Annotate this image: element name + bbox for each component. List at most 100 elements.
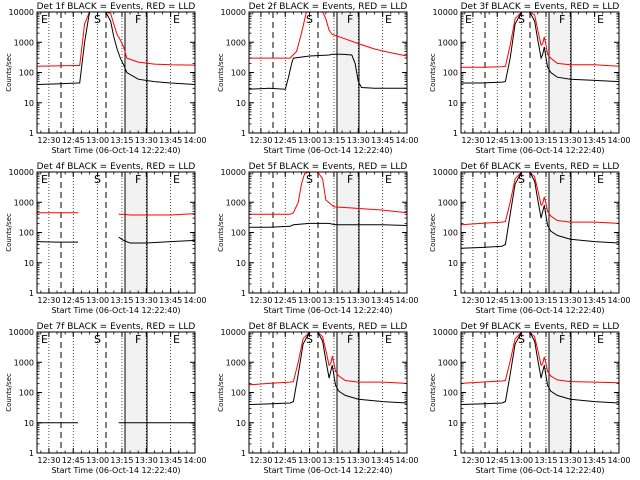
- x-tick-label: 13:15: [110, 456, 133, 465]
- y-tick-label: 100: [443, 69, 458, 78]
- x-tick-label: 13:45: [371, 456, 394, 465]
- x-tick-label: 12:30: [37, 136, 60, 145]
- marker-label: E: [173, 173, 180, 186]
- y-tick-label: 10: [236, 99, 246, 108]
- x-tick-label: 12:45: [62, 136, 85, 145]
- chart-title: Det 3f BLACK = Events, RED = LLD: [461, 2, 620, 12]
- x-tick-label: 13:30: [347, 456, 370, 465]
- x-tick-label: 12:45: [486, 296, 509, 305]
- y-axis-label: Counts/sec: [5, 53, 13, 92]
- y-tick-label: 100: [19, 69, 34, 78]
- x-tick-label: 12:30: [249, 456, 272, 465]
- y-tick-label: 10000: [433, 328, 458, 337]
- marker-label: E: [385, 13, 392, 26]
- lld-series-line: [461, 11, 620, 68]
- x-tick-label: 13:15: [322, 296, 345, 305]
- marker-label: F: [559, 333, 565, 346]
- lld-series-line: [37, 212, 196, 216]
- y-tick-label: 10: [24, 419, 34, 428]
- marker-label: S: [518, 333, 525, 346]
- x-tick-label: 13:45: [583, 456, 606, 465]
- x-tick-label: 12:30: [461, 136, 484, 145]
- x-tick-label: 13:15: [534, 296, 557, 305]
- y-tick-label: 1: [453, 129, 458, 138]
- events-series-line: [460, 171, 620, 249]
- x-tick-label: 14:00: [607, 456, 630, 465]
- chart-title: Det 2f BLACK = Events, RED = LLD: [249, 2, 408, 12]
- y-tick-label: 10000: [9, 168, 34, 177]
- y-tick-label: 10000: [433, 168, 458, 177]
- y-tick-label: 1000: [226, 358, 246, 367]
- x-tick-label: 13:15: [534, 456, 557, 465]
- x-tick-label: 14:00: [607, 136, 630, 145]
- x-tick-label: 12:45: [274, 456, 297, 465]
- x-tick-label: 13:45: [371, 296, 394, 305]
- x-tick-label: 13:45: [159, 296, 182, 305]
- x-tick-label: 14:00: [395, 456, 418, 465]
- x-tick-label: 12:30: [37, 456, 60, 465]
- marker-label: S: [518, 13, 525, 26]
- x-tick-label: 13:45: [371, 136, 394, 145]
- marker-label: E: [597, 13, 604, 26]
- y-axis-label: Counts/sec: [429, 373, 437, 412]
- y-axis-label: Counts/sec: [217, 53, 225, 92]
- marker-label: S: [518, 173, 525, 186]
- marker-label: S: [94, 13, 101, 26]
- chart-title: Det 5f BLACK = Events, RED = LLD: [249, 162, 408, 172]
- x-tick-label: 13:00: [86, 456, 109, 465]
- events-series-line: [249, 222, 408, 228]
- x-tick-label: 13:00: [86, 296, 109, 305]
- x-tick-label: 14:00: [183, 456, 206, 465]
- marker-label: F: [135, 13, 141, 26]
- y-tick-label: 10000: [221, 328, 246, 337]
- chart-title: Det 4f BLACK = Events, RED = LLD: [37, 162, 196, 172]
- x-tick-label: 13:30: [135, 136, 158, 145]
- shaded-interval: [337, 332, 359, 453]
- shaded-interval: [549, 12, 571, 133]
- marker-label: E: [385, 333, 392, 346]
- y-tick-label: 1000: [14, 38, 34, 47]
- y-tick-label: 10: [24, 259, 34, 268]
- y-axis-label: Counts/sec: [217, 373, 225, 412]
- x-tick-label: 13:30: [559, 136, 582, 145]
- x-tick-label: 13:15: [534, 136, 557, 145]
- x-tick-label: 12:45: [486, 136, 509, 145]
- x-tick-label: 13:45: [159, 456, 182, 465]
- y-tick-label: 10: [448, 419, 458, 428]
- y-axis-label: Counts/sec: [217, 213, 225, 252]
- chart-title: Det 1f BLACK = Events, RED = LLD: [37, 2, 196, 12]
- x-tick-label: 13:45: [583, 296, 606, 305]
- y-tick-label: 10000: [9, 328, 34, 337]
- events-series-line: [36, 236, 196, 244]
- y-tick-label: 1000: [438, 38, 458, 47]
- events-series-line: [36, 11, 196, 85]
- marker-label: E: [597, 333, 604, 346]
- y-tick-label: 100: [443, 389, 458, 398]
- events-series-line: [461, 11, 620, 84]
- marker-label: E: [41, 173, 48, 186]
- y-tick-label: 1: [453, 449, 458, 458]
- y-tick-label: 1: [241, 289, 246, 298]
- y-tick-label: 1000: [438, 358, 458, 367]
- y-tick-label: 1000: [226, 198, 246, 207]
- x-tick-label: 12:45: [486, 456, 509, 465]
- marker-label: F: [135, 333, 141, 346]
- y-tick-label: 10000: [433, 8, 458, 17]
- x-tick-label: 12:45: [274, 296, 297, 305]
- x-tick-label: 14:00: [183, 296, 206, 305]
- x-tick-label: 12:45: [274, 136, 297, 145]
- marker-label: F: [347, 173, 353, 186]
- y-tick-label: 10: [236, 259, 246, 268]
- shaded-interval: [125, 172, 147, 293]
- y-tick-label: 10: [448, 259, 458, 268]
- x-tick-label: 13:00: [86, 136, 109, 145]
- x-tick-label: 13:00: [510, 136, 533, 145]
- x-tick-label: 13:15: [322, 456, 345, 465]
- y-tick-label: 100: [231, 69, 246, 78]
- x-tick-label: 13:30: [135, 296, 158, 305]
